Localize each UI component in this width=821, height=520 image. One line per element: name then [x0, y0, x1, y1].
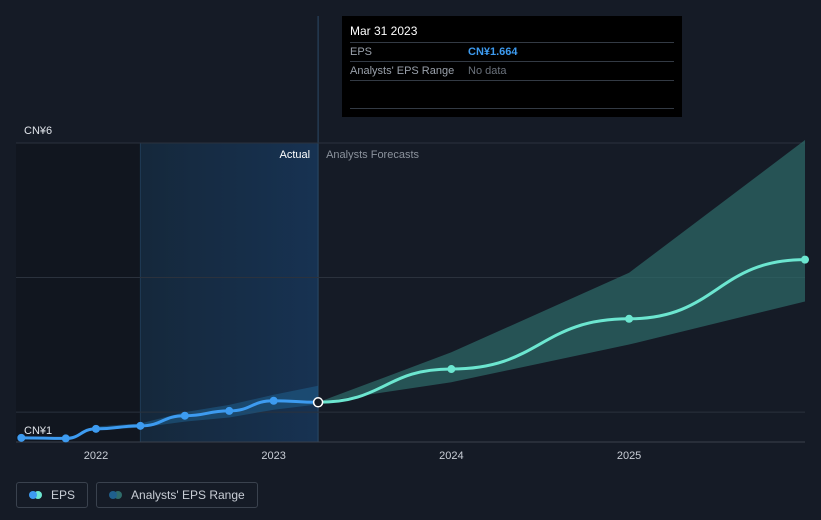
forecast-region-label: Analysts Forecasts — [326, 149, 419, 161]
x-tick-label-2023: 2023 — [261, 450, 285, 462]
eps-forecast-line — [318, 258, 806, 404]
eps-point-4 — [180, 411, 189, 420]
legend-eps-dot-a — [29, 491, 37, 499]
y-tick-label-min: CN¥1 — [24, 425, 52, 437]
range-swatch-icon — [109, 491, 123, 499]
legend-eps-label: EPS — [51, 488, 76, 502]
eps-range-forecast-area — [318, 140, 805, 403]
eps-swatch-icon — [29, 491, 43, 499]
tooltip-eps-value: CN¥1.664 — [468, 46, 518, 58]
eps-point-3 — [136, 421, 145, 430]
eps-point-6 — [269, 396, 278, 405]
tooltip-eps-label: EPS — [350, 46, 373, 58]
forecast-point-0 — [447, 365, 456, 374]
legend: EPS Analysts' EPS Range — [16, 482, 258, 508]
data-tooltip: Mar 31 2023 EPS CN¥1.664 Analysts' EPS R… — [342, 16, 682, 117]
legend-range-dot-b — [114, 491, 123, 499]
legend-range-dot-a — [109, 491, 118, 499]
tooltip-range-value: No data — [468, 65, 507, 77]
legend-item-eps[interactable]: EPS — [16, 482, 89, 508]
x-tick-label-2022: 2022 — [84, 450, 108, 462]
past-region — [16, 143, 141, 442]
legend-item-eps-range[interactable]: Analysts' EPS Range — [96, 482, 258, 508]
x-tick-label-2025: 2025 — [617, 450, 641, 462]
eps-point-2 — [91, 424, 100, 433]
tooltip-eps-row: EPS CN¥1.664 — [350, 43, 674, 62]
eps-point-0 — [17, 433, 26, 442]
forecast-point-1 — [625, 314, 634, 323]
eps-point-1 — [61, 434, 70, 443]
y-tick-label-max: CN¥6 — [24, 125, 52, 137]
tooltip-range-label: Analysts' EPS Range — [350, 65, 455, 77]
tooltip-range-row: Analysts' EPS Range No data — [350, 62, 674, 81]
tooltip-divider — [350, 108, 674, 109]
x-tick-label-2024: 2024 — [439, 450, 463, 462]
eps-range-actual-area — [95, 385, 319, 431]
legend-eps-dot-b — [34, 491, 42, 499]
legend-range-label: Analysts' EPS Range — [131, 488, 245, 502]
eps-current-point — [312, 397, 324, 408]
eps-point-5 — [225, 406, 234, 415]
tooltip-date: Mar 31 2023 — [350, 24, 674, 43]
actual-region-label: Actual — [280, 149, 311, 161]
forecast-point-2 — [801, 255, 809, 264]
